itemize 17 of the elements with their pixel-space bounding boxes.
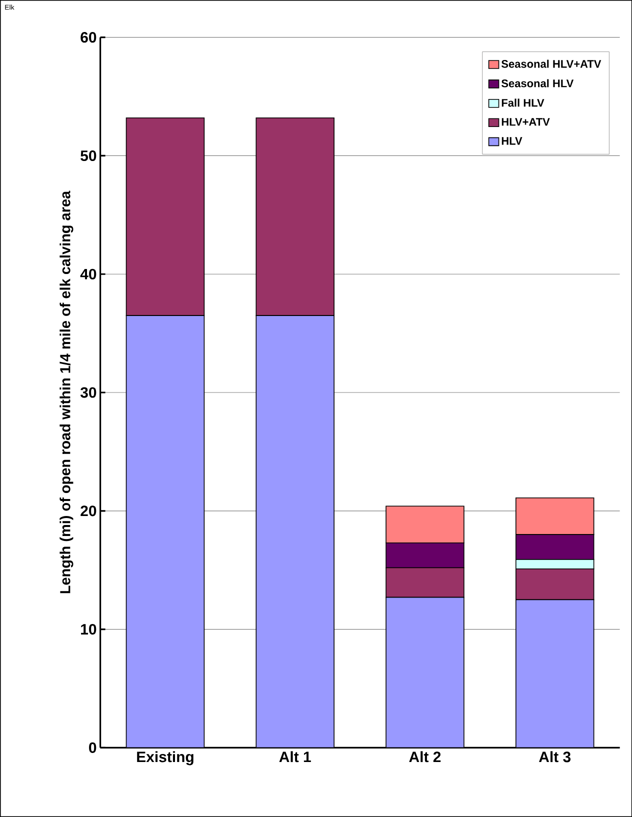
- y-tick-label: 0: [88, 742, 96, 753]
- x-tick-label: Alt 2: [409, 751, 441, 762]
- y-tick-label: 50: [80, 150, 96, 162]
- legend-label: Fall HLV: [502, 98, 544, 107]
- y-axis-title: Length (mi) of open road within 1/4 mile of elk calving area: [60, 190, 74, 594]
- y-tick-label: 20: [80, 506, 96, 516]
- x-tick-label: Alt 3: [538, 751, 570, 762]
- legend-label: HLV: [502, 137, 522, 145]
- y-tick-label: 60: [80, 32, 96, 43]
- y-tick-label: 30: [80, 387, 96, 398]
- legend-label: HLV+ATV: [502, 118, 550, 126]
- x-tick-label: Alt 1: [279, 751, 311, 762]
- y-tick-label: 10: [80, 624, 96, 635]
- legend-label: Seasonal HLV: [501, 79, 574, 88]
- legend-label: Seasonal HLV+ATV: [501, 60, 602, 68]
- y-tick-label: 40: [80, 268, 96, 280]
- x-tick-label: Existing: [137, 751, 194, 766]
